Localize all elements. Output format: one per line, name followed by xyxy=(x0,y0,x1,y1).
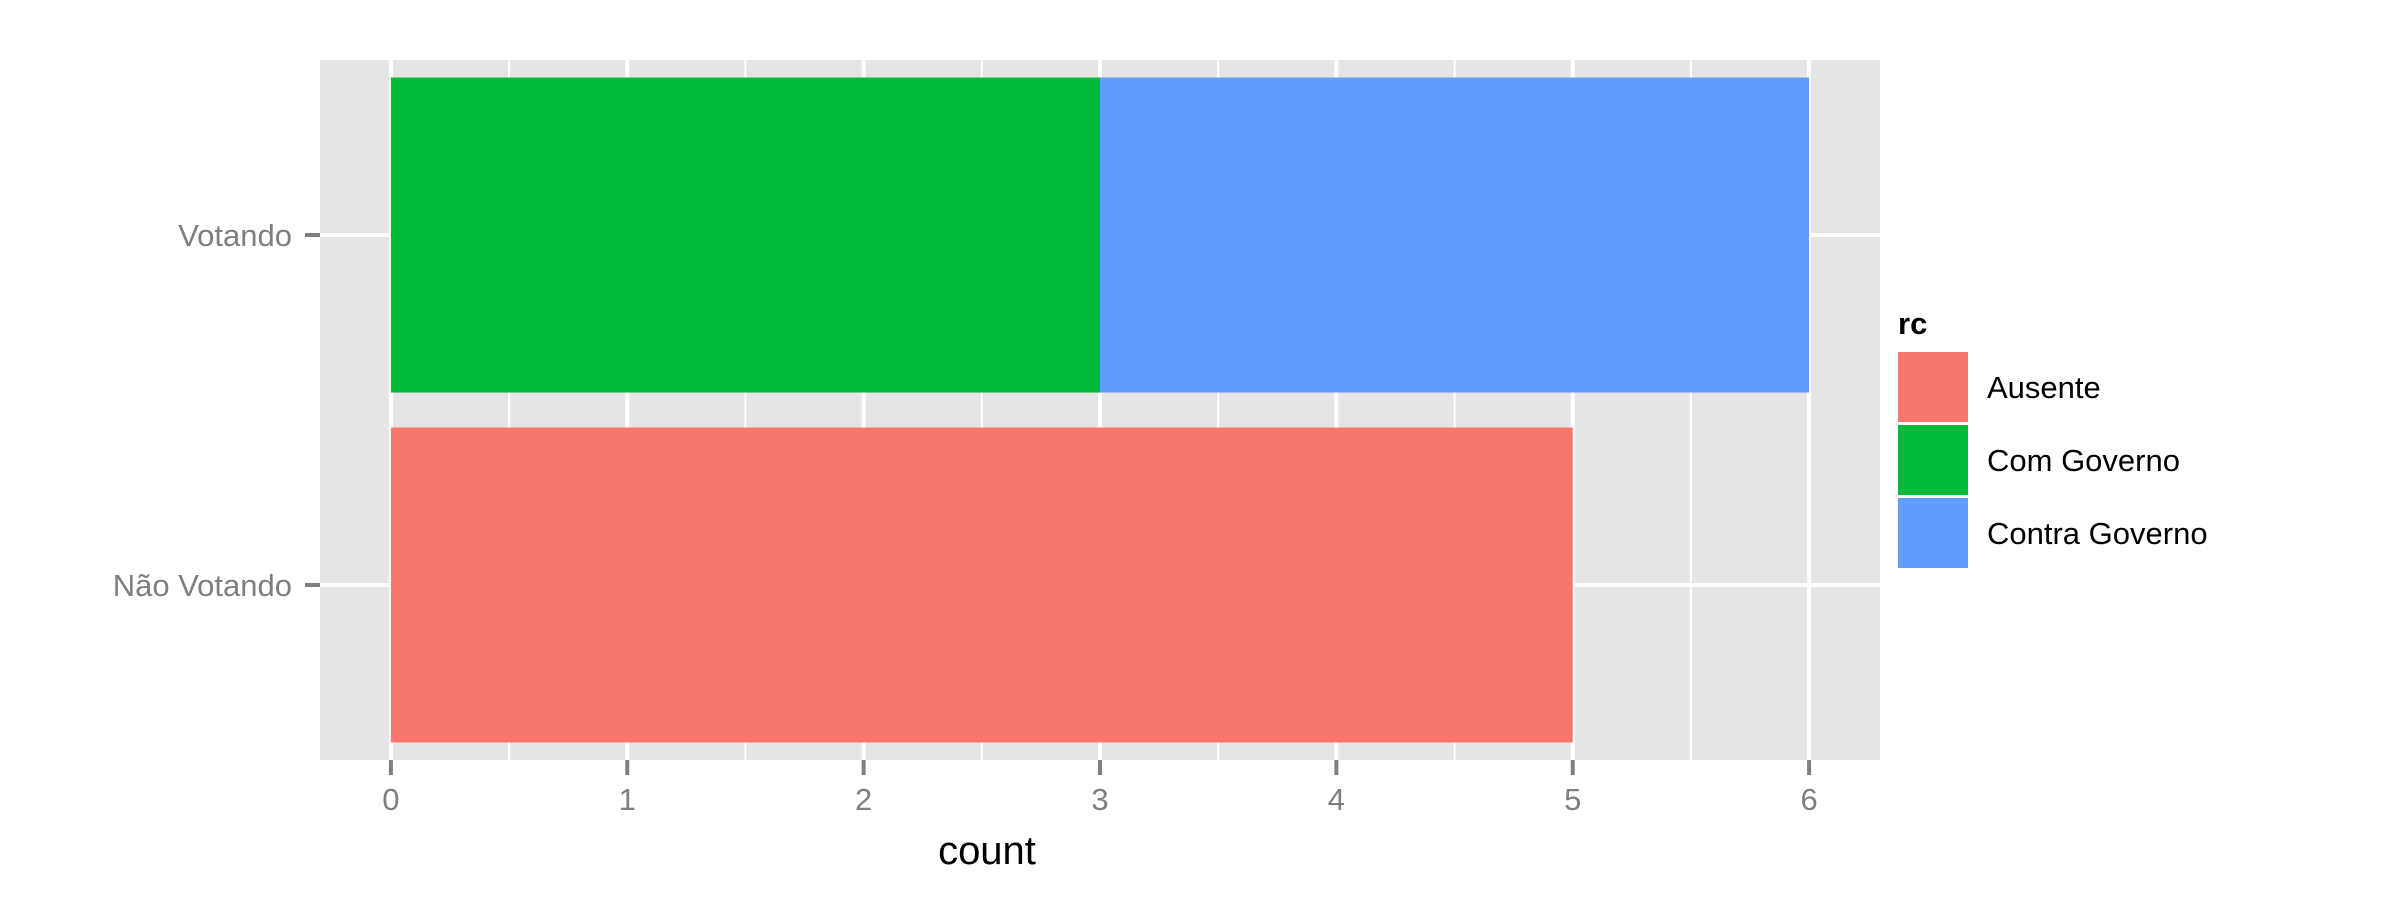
legend-label: Com Governo xyxy=(1987,443,2180,478)
x-axis: 0 1 2 3 4 5 6 xyxy=(382,760,1818,817)
x-tick-label: 3 xyxy=(1091,782,1108,817)
legend-label: Ausente xyxy=(1987,370,2101,405)
x-tick-label: 6 xyxy=(1800,782,1817,817)
x-tick-label: 2 xyxy=(855,782,872,817)
bar-segment xyxy=(1100,77,1810,393)
y-tick-label: Não Votando xyxy=(113,568,292,603)
bar-segment xyxy=(390,427,1573,743)
legend: rc Ausente Com Governo Contra Governo xyxy=(1898,306,2208,568)
legend-key xyxy=(1898,352,1968,422)
x-tick-label: 5 xyxy=(1564,782,1581,817)
legend-key xyxy=(1898,425,1968,495)
x-tick-label: 0 xyxy=(382,782,399,817)
bars xyxy=(390,77,1810,743)
x-axis-title: count xyxy=(938,829,1036,873)
bar-segment xyxy=(390,77,1101,393)
y-tick-label: Votando xyxy=(178,218,292,253)
legend-key xyxy=(1898,498,1968,568)
legend-title: rc xyxy=(1898,306,1927,341)
x-tick-label: 4 xyxy=(1328,782,1345,817)
legend-label: Contra Governo xyxy=(1987,516,2208,551)
y-axis: Votando Não Votando xyxy=(113,218,320,603)
x-tick-label: 1 xyxy=(619,782,636,817)
